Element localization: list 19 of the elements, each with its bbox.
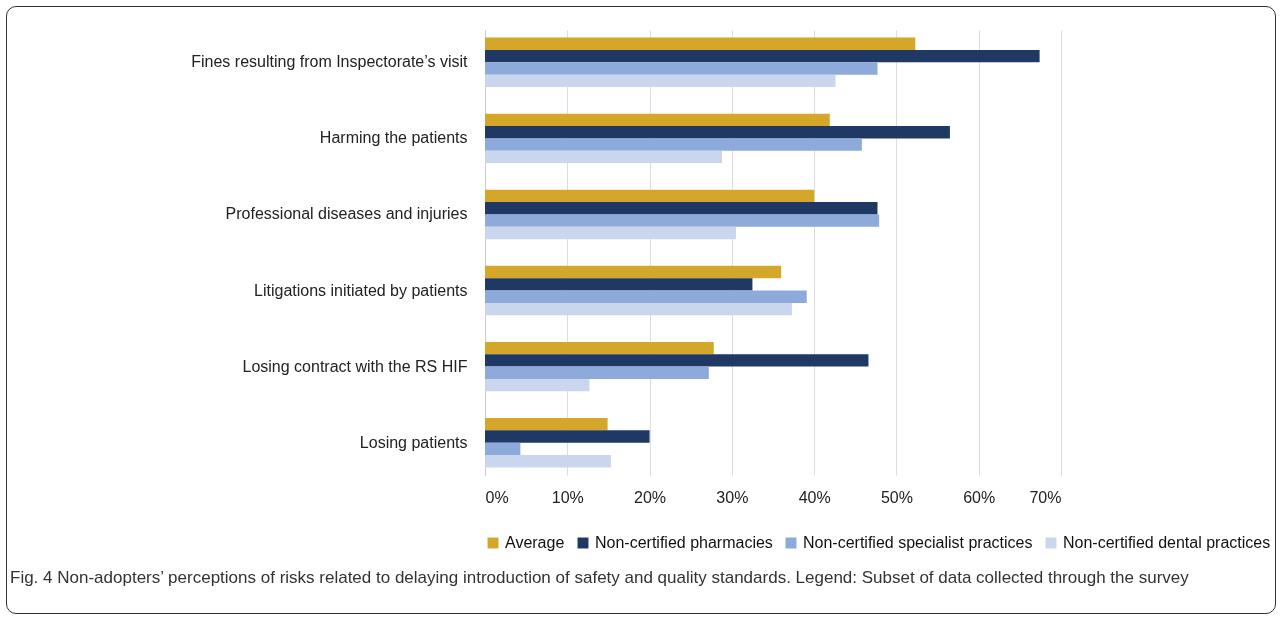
x-tick-label: 70% xyxy=(1029,488,1062,506)
x-tick-label: 30% xyxy=(716,488,749,506)
x-tick-label: 10% xyxy=(551,488,584,506)
y-tick-label: Fines resulting from Inspectorate’s visit xyxy=(191,53,469,71)
y-tick-label: Professional diseases and injuries xyxy=(225,205,468,223)
y-tick-label: Harming the patients xyxy=(319,129,468,147)
legend-label: Non-certified specialist practices xyxy=(803,534,1033,551)
y-tick-label: Losing contract with the RS HIF xyxy=(242,357,468,375)
x-tick-label: 60% xyxy=(963,488,996,506)
legend-label: Average xyxy=(505,534,565,551)
y-tick-label: Litigations initiated by patients xyxy=(254,281,468,299)
x-tick-label: 40% xyxy=(798,488,831,506)
legend-label: Non-certified pharmacies xyxy=(595,534,773,551)
x-tick-label: 50% xyxy=(880,488,913,506)
x-tick-label: 20% xyxy=(634,488,667,506)
legend-label: Non-certified dental practices xyxy=(1063,534,1271,551)
caption: Fig. 4 Non-adopters’ perceptions of risks related to delaying introduction of safety and quality standards. Legend: Subset of data collected through the survey xyxy=(10,567,1190,589)
y-tick-label: Losing patients xyxy=(359,433,468,451)
x-tick-label: 0% xyxy=(485,488,509,506)
